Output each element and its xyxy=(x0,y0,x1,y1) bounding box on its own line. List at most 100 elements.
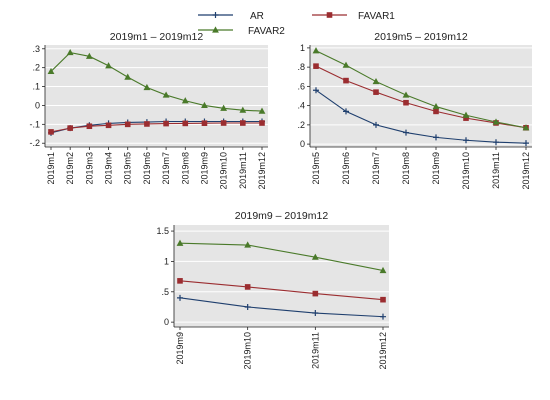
panel-1-point-favar2 xyxy=(258,107,266,114)
panel-1-series-line-favar2 xyxy=(50,51,263,112)
panel-1-ytick-label: .3 xyxy=(32,44,40,54)
panel-1-point-favar2 xyxy=(181,97,189,104)
panel-2-point-ar xyxy=(523,140,529,147)
panel-2-title: 2019m5 – 2019m12 xyxy=(374,31,468,43)
panel-1-point-favar1 xyxy=(240,120,246,126)
panel-3-series-line-favar2 xyxy=(179,242,384,272)
panel-1-ytick-label: 0 xyxy=(35,100,40,110)
panel-2-axes: 0 .2 .4 .6 .8 1 2019m5 2019m6 2019m7 2019m8 2019m9… xyxy=(297,43,532,190)
panel-1-point-favar2 xyxy=(124,73,132,80)
panel-2-plot-area xyxy=(310,45,532,147)
panel-2-ytick-label: .4 xyxy=(297,101,305,111)
legend-marker-ar xyxy=(212,12,219,18)
panel-1-xtick-label: 2019m11 xyxy=(238,152,248,189)
panel-1-point-favar1 xyxy=(201,120,208,126)
panel-1-point-favar2 xyxy=(47,67,55,75)
panel-1-point-favar1 xyxy=(144,121,150,127)
panel-2-point-favar2 xyxy=(372,77,380,85)
panel-1-point-favar2 xyxy=(239,106,247,113)
panel-1-xtick-label: 2019m4 xyxy=(104,152,114,185)
panel-3-xtick-label: 2019m11 xyxy=(310,332,320,369)
panel-2-series-line-favar1 xyxy=(315,65,527,129)
panel-2-point-favar2 xyxy=(432,102,440,110)
legend-marker-shape-ar xyxy=(212,12,219,18)
panel-2-point-favar2 xyxy=(402,91,410,98)
panel-1-point-favar1 xyxy=(67,125,73,131)
panel-3-xtick-label: 2019m12 xyxy=(378,332,388,370)
legend-item-favar1: FAVAR1 xyxy=(312,11,395,22)
panel-2-series-line-favar2 xyxy=(315,50,527,129)
panel-2-point-ar xyxy=(343,108,349,115)
panel-1-point-favar1 xyxy=(259,120,265,126)
panel-2-point-favar1 xyxy=(373,89,379,95)
legend-item-favar2: FAVAR2 xyxy=(198,26,285,37)
panel-2-ytick-label: .2 xyxy=(297,120,305,130)
panel-1-xtick-label: 2019m6 xyxy=(142,152,152,185)
panel-3-series xyxy=(176,239,387,320)
panel-2-xtick-label: 2019m6 xyxy=(341,152,351,185)
panel-1-point-favar1 xyxy=(105,122,112,129)
panel-1-point-favar2 xyxy=(201,101,208,109)
panel-2-xtick-label: 2019m11 xyxy=(491,152,501,189)
panel-2-series-line-ar xyxy=(315,89,527,144)
panel-3-grid xyxy=(174,230,389,323)
panel-2-point-favar2 xyxy=(462,111,470,118)
panel-3-point-favar1 xyxy=(380,296,386,303)
panel-1-grid xyxy=(45,48,268,144)
panel-2-point-favar1 xyxy=(403,99,409,106)
panel-3-point-favar2 xyxy=(176,239,184,246)
legend-marker-shape-favar1 xyxy=(326,12,333,18)
legend-marker-favar1 xyxy=(326,12,333,18)
legend-item-ar: AR xyxy=(198,11,264,22)
panel-1-point-favar1 xyxy=(163,120,169,127)
panel-3-point-ar xyxy=(380,313,386,320)
panel-1-xtick-label: 2019m8 xyxy=(180,152,190,185)
panel-3-point-ar xyxy=(177,294,183,301)
panel-2-point-ar xyxy=(313,87,319,94)
panel-2-point-ar xyxy=(493,139,499,146)
panel-1-xtick-label: 2019m1 xyxy=(46,152,56,185)
panel-3-point-favar1 xyxy=(177,278,183,284)
panel-1-series xyxy=(47,48,266,136)
panel-1-xtick-label: 2019m10 xyxy=(219,152,229,190)
panel-2-point-ar xyxy=(373,121,379,128)
panel-1-series-line-favar1 xyxy=(50,122,262,133)
panel-1-title: 2019m1 – 2019m12 xyxy=(110,31,204,43)
panel-1-point-favar2 xyxy=(143,83,151,91)
panel-1-xtick-label: 2019m3 xyxy=(84,152,94,185)
panel-2-ytick-label: .8 xyxy=(297,62,305,72)
panel-3-ytick-label: 0 xyxy=(164,317,169,327)
panel-2-ytick-label: 1 xyxy=(300,43,305,53)
panel-3: 2019m9 – 2019m12 0 .5 1 1.5 2019m9 2019m10 201… xyxy=(156,210,389,370)
panel-1-point-favar2 xyxy=(66,48,74,56)
legend-label-favar1: FAVAR1 xyxy=(358,11,395,22)
panel-2-xtick-label: 2019m10 xyxy=(461,152,471,190)
legend-label-favar2: FAVAR2 xyxy=(248,26,285,37)
panel-2-ytick-label: .6 xyxy=(297,81,305,91)
panel-1-xtick-label: 2019m9 xyxy=(199,152,209,185)
panel-3-ytick-label: 1.5 xyxy=(156,226,169,236)
panel-2-point-favar2 xyxy=(522,124,530,131)
panel-1: 2019m1 – 2019m12 -.2 -.1 0 .1 .2 .3 2019m1 2019… xyxy=(29,31,268,190)
legend-marker-shape-favar2 xyxy=(212,26,219,33)
panel-2-point-favar1 xyxy=(313,63,319,69)
panel-1-xtick-label: 2019m2 xyxy=(65,152,75,185)
panel-3-plot-area xyxy=(174,225,389,327)
panel-2-point-ar xyxy=(403,129,409,136)
panel-3-xtick-label: 2019m10 xyxy=(243,332,253,370)
legend-label-ar: AR xyxy=(250,11,264,22)
panel-1-point-favar2 xyxy=(85,52,93,59)
panel-3-point-favar2 xyxy=(379,266,387,274)
panel-2-point-favar2 xyxy=(492,118,500,125)
panel-1-point-favar2 xyxy=(220,104,228,111)
panel-1-series-line-ar xyxy=(50,120,262,134)
panel-1-point-favar1 xyxy=(124,121,131,128)
panel-3-series-line-ar xyxy=(179,297,384,318)
panel-3-point-favar2 xyxy=(244,241,252,248)
panel-2-xtick-label: 2019m7 xyxy=(371,152,381,185)
panel-1-xtick-label: 2019m7 xyxy=(161,152,171,185)
panel-1-point-favar1 xyxy=(86,123,93,130)
panel-3-axes: 0 .5 1 1.5 2019m9 2019m10 2019m11 2019m12 xyxy=(156,225,389,370)
panel-1-axes: -.2 -.1 0 .1 .2 .3 2019m1 2019m2 2019m3 2019m4 201… xyxy=(29,44,268,190)
